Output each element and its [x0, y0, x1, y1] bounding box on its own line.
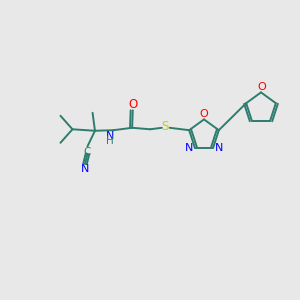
Text: S: S — [161, 120, 169, 133]
Text: H: H — [106, 136, 113, 146]
Text: N: N — [184, 142, 193, 153]
Text: N: N — [81, 164, 89, 174]
Text: O: O — [128, 98, 137, 112]
Text: N: N — [106, 130, 114, 141]
Text: N: N — [215, 142, 224, 153]
Text: O: O — [199, 109, 208, 119]
Text: O: O — [257, 82, 266, 92]
Text: C: C — [84, 147, 91, 157]
